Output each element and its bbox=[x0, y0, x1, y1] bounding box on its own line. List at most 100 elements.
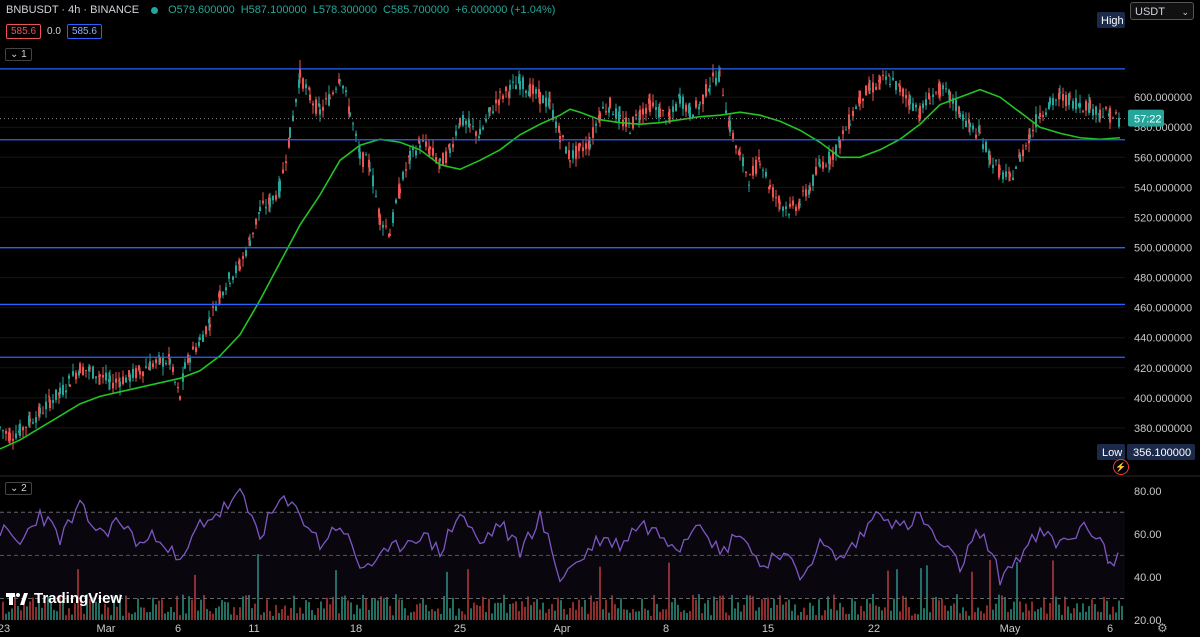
candle-body bbox=[748, 184, 750, 186]
price-tick-label: 400.000000 bbox=[1134, 393, 1192, 405]
candle-body bbox=[198, 341, 200, 347]
volume-bar bbox=[518, 611, 520, 620]
time-axis[interactable]: 23 Mar 6 11 18 25 Apr 8 15 22 May 6 bbox=[0, 623, 1113, 635]
volume-bar bbox=[464, 614, 466, 620]
volume-bar bbox=[86, 594, 88, 620]
time-tick-label: 22 bbox=[868, 623, 880, 635]
candle-body bbox=[952, 98, 954, 104]
volume-bar bbox=[56, 611, 58, 620]
symbol-title[interactable]: BNBUSDT · 4h · BINANCE bbox=[6, 4, 140, 16]
gear-icon[interactable]: ⚙ bbox=[1157, 621, 1168, 635]
volume-bar bbox=[137, 598, 139, 620]
candle-body bbox=[102, 375, 104, 378]
volume-bar bbox=[383, 598, 385, 620]
volume-bar bbox=[248, 594, 250, 620]
candle-body bbox=[799, 204, 801, 206]
candle-body bbox=[909, 95, 911, 105]
indicator-pane-tag[interactable]: ⌄ 2 bbox=[5, 482, 32, 495]
candle-body bbox=[1069, 95, 1071, 97]
candle-body bbox=[759, 163, 761, 165]
candle-body bbox=[415, 150, 417, 156]
volume-bar bbox=[152, 597, 154, 620]
price-tick-label: 480.000000 bbox=[1134, 273, 1192, 285]
candle-body bbox=[1038, 117, 1040, 119]
volume-bar bbox=[35, 607, 37, 620]
candle-body bbox=[1005, 171, 1007, 177]
volume-bar bbox=[566, 614, 568, 620]
candle-body bbox=[242, 256, 244, 259]
candle-body bbox=[939, 83, 941, 97]
volume-bar bbox=[734, 608, 736, 620]
volume-bar bbox=[155, 604, 157, 620]
lightning-icon[interactable]: ⚡ bbox=[1113, 459, 1129, 475]
candle-body bbox=[479, 128, 481, 135]
horizontal-levels[interactable]: 618.837183571.667132499.863832462.127792… bbox=[0, 59, 1195, 366]
buy-button[interactable]: 585.6 bbox=[66, 24, 102, 39]
candle-body bbox=[109, 375, 111, 383]
candle-body bbox=[689, 106, 691, 118]
candle-body bbox=[1105, 107, 1107, 109]
candle-body bbox=[745, 171, 747, 174]
candle-body bbox=[105, 372, 107, 381]
candle-body bbox=[122, 376, 124, 385]
low-marker-label: Low bbox=[1102, 447, 1122, 459]
currency-select[interactable]: USDT ⌄ bbox=[1130, 2, 1194, 20]
volume-bar bbox=[881, 610, 883, 620]
volume-bar bbox=[416, 604, 418, 620]
volume-bar bbox=[998, 594, 1000, 620]
volume-bar bbox=[266, 599, 268, 620]
candle-body bbox=[709, 85, 711, 87]
candle-body bbox=[605, 111, 607, 113]
volume-bar bbox=[404, 608, 406, 620]
candle-body bbox=[139, 371, 141, 375]
tradingview-logo-icon bbox=[6, 592, 28, 605]
candle-body bbox=[495, 99, 497, 104]
volume-bar bbox=[773, 598, 775, 620]
volume-bar bbox=[707, 599, 709, 620]
candle-body bbox=[305, 84, 307, 89]
candle-body bbox=[89, 367, 91, 369]
high-marker-label: High bbox=[1101, 15, 1124, 27]
volume-bar bbox=[1070, 613, 1072, 620]
price-tick-label: 380.000000 bbox=[1134, 423, 1192, 435]
volume-bar bbox=[182, 594, 184, 620]
volume-bar bbox=[497, 602, 499, 620]
volume-bar bbox=[737, 602, 739, 620]
volume-bar bbox=[926, 565, 928, 620]
watermark-text: TradingView bbox=[34, 590, 123, 607]
volume-bar bbox=[653, 594, 655, 620]
volume-bar bbox=[980, 611, 982, 620]
volume-bar bbox=[197, 610, 199, 620]
volume-bar bbox=[386, 597, 388, 620]
candle-body bbox=[69, 384, 71, 387]
candle-body bbox=[189, 357, 191, 363]
volume-bar bbox=[887, 570, 889, 620]
volume-bar bbox=[695, 599, 697, 620]
volume-bar bbox=[698, 594, 700, 620]
volume-bar bbox=[284, 605, 286, 620]
volume-bar bbox=[140, 607, 142, 620]
candle-body bbox=[155, 359, 157, 364]
candle-body bbox=[805, 189, 807, 197]
candle-body bbox=[888, 75, 890, 77]
volume-bar bbox=[722, 595, 724, 620]
candle-body bbox=[55, 389, 57, 400]
volume-bar bbox=[26, 606, 28, 620]
main-pane-tag[interactable]: ⌄ 1 bbox=[5, 48, 32, 61]
candle-body bbox=[575, 145, 577, 159]
volume-bar bbox=[14, 595, 16, 620]
candle-body bbox=[469, 124, 471, 126]
volume-bar bbox=[149, 611, 151, 620]
volume-bar bbox=[593, 601, 595, 620]
volume-bar bbox=[212, 613, 214, 620]
volume-bar bbox=[812, 605, 814, 620]
volume-bar bbox=[1085, 611, 1087, 620]
candle-body bbox=[789, 203, 791, 207]
low-value-badge bbox=[1127, 444, 1195, 460]
volume-bar bbox=[233, 607, 235, 620]
candle-body bbox=[158, 355, 160, 357]
sell-button[interactable]: 585.6 bbox=[6, 24, 42, 39]
candle-body bbox=[752, 165, 754, 176]
